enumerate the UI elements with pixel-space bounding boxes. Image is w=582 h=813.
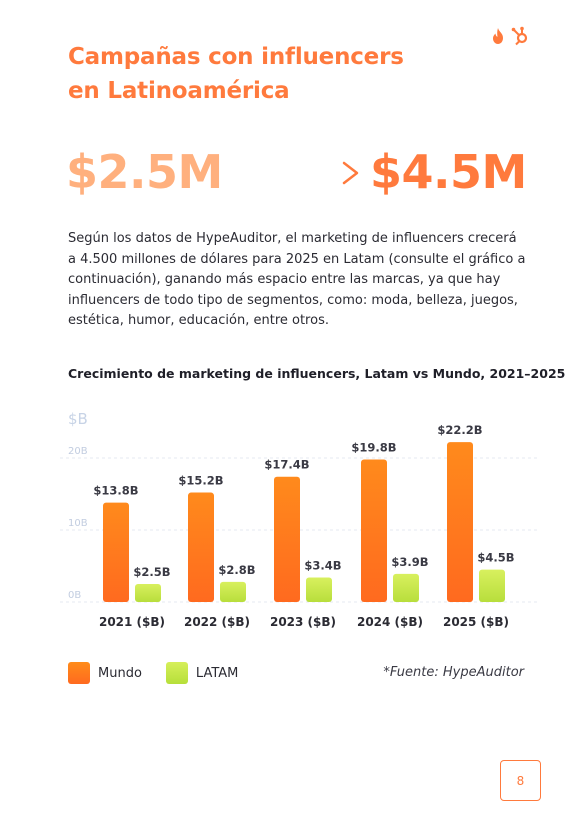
bar-mundo: [361, 459, 387, 602]
legend-swatch-mundo: [68, 662, 90, 684]
highlight-from-value: $2.5M: [66, 145, 223, 199]
legend-label-mundo: Mundo: [98, 665, 142, 681]
data-label-mundo: $13.8B: [93, 484, 138, 498]
chart-title: Crecimiento de marketing de influencers,…: [68, 366, 566, 381]
hubspot-sprocket-icon: [511, 26, 528, 46]
bar-mundo: [188, 492, 214, 602]
y-tick-label: 20B: [68, 446, 88, 457]
page-number: 8: [500, 760, 541, 801]
data-label-latam: $3.9B: [391, 555, 428, 569]
data-label-mundo: $17.4B: [264, 458, 309, 472]
data-label-mundo: $15.2B: [178, 474, 223, 488]
data-label-latam: $3.4B: [304, 559, 341, 573]
legend-label-latam: LATAM: [195, 665, 239, 681]
source-note: *Fuente: HypeAuditor: [383, 665, 524, 680]
bar-chart: $B 20B 10B 0B $13.8B $2.5B 2021 ($B) $15.2B $2.8…: [60, 410, 538, 629]
x-tick-label: 2025 ($B): [443, 615, 509, 629]
bar-mundo: [274, 476, 300, 602]
fire-icon: [493, 28, 503, 44]
y-axis-label: $B: [68, 410, 88, 428]
x-tick-label: 2022 ($B): [184, 615, 250, 629]
title-line-2: en Latinoamérica: [68, 78, 290, 104]
bar-latam: [135, 584, 161, 602]
data-label-latam: $4.5B: [477, 551, 514, 565]
data-label-mundo: $22.2B: [437, 423, 482, 437]
y-tick-label: 10B: [68, 518, 88, 529]
data-label-mundo: $19.8B: [351, 440, 396, 454]
bar-latam: [306, 577, 332, 602]
x-tick-label: 2021 ($B): [99, 615, 165, 629]
intro-paragraph: Según los datos de HypeAuditor, el marke…: [68, 231, 526, 328]
bar-latam: [393, 573, 419, 602]
bar-latam: [220, 581, 246, 602]
bar-mundo: [103, 502, 129, 602]
data-label-latam: $2.5B: [133, 565, 170, 579]
x-tick-label: 2023 ($B): [270, 615, 336, 629]
bar-latam: [479, 569, 505, 602]
data-label-latam: $2.8B: [218, 563, 255, 577]
arrow-right-icon: [236, 161, 359, 185]
title-line-1: Campañas con influencers: [68, 44, 404, 70]
brand-logo: [490, 26, 530, 46]
legend-item-latam: LATAM: [165, 662, 239, 684]
x-tick-label: 2024 ($B): [357, 615, 423, 629]
page-title: Campañas con influencers en Latinoaméric…: [68, 40, 468, 108]
bar-mundo: [447, 442, 473, 602]
legend-swatch-latam: [165, 662, 188, 684]
chart-legend: Mundo LATAM: [68, 662, 262, 684]
legend-item-mundo: Mundo: [68, 662, 142, 684]
y-tick-label: 0B: [68, 590, 81, 601]
highlight-to-value: $4.5M: [370, 145, 527, 199]
